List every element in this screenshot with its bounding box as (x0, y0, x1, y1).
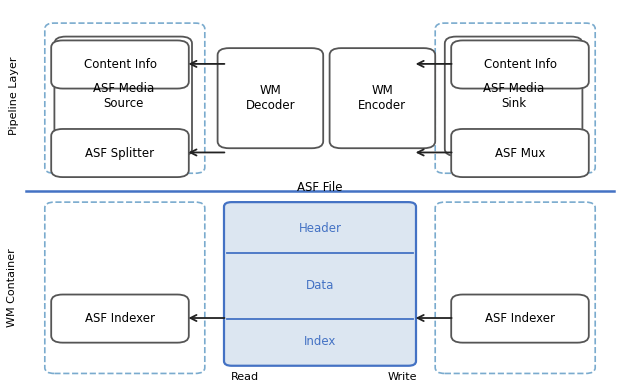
Text: WM
Decoder: WM Decoder (246, 84, 295, 112)
Text: ASF Splitter: ASF Splitter (85, 147, 155, 159)
Text: Header: Header (298, 222, 342, 235)
FancyBboxPatch shape (330, 48, 435, 148)
FancyBboxPatch shape (445, 37, 582, 156)
FancyBboxPatch shape (451, 129, 589, 177)
Text: Write: Write (387, 372, 417, 382)
Text: Index: Index (304, 335, 336, 348)
Text: ASF Indexer: ASF Indexer (485, 312, 555, 325)
Text: ASF Media
Sink: ASF Media Sink (483, 82, 544, 110)
Text: Content Info: Content Info (83, 58, 157, 71)
Text: ASF File: ASF File (296, 181, 342, 194)
FancyBboxPatch shape (51, 40, 189, 89)
Text: WM Container: WM Container (6, 248, 17, 327)
FancyBboxPatch shape (451, 40, 589, 89)
Text: Content Info: Content Info (483, 58, 557, 71)
FancyBboxPatch shape (224, 202, 416, 366)
FancyBboxPatch shape (54, 37, 192, 156)
Text: ASF Indexer: ASF Indexer (85, 312, 155, 325)
FancyBboxPatch shape (451, 295, 589, 343)
Text: Read: Read (230, 372, 259, 382)
FancyBboxPatch shape (218, 48, 323, 148)
Text: ASF Media
Source: ASF Media Source (93, 82, 154, 110)
FancyBboxPatch shape (51, 295, 189, 343)
Text: WM
Encoder: WM Encoder (358, 84, 406, 112)
Text: ASF Mux: ASF Mux (495, 147, 545, 159)
FancyBboxPatch shape (51, 129, 189, 177)
Text: Pipeline Layer: Pipeline Layer (9, 56, 19, 134)
Text: Data: Data (306, 280, 334, 293)
